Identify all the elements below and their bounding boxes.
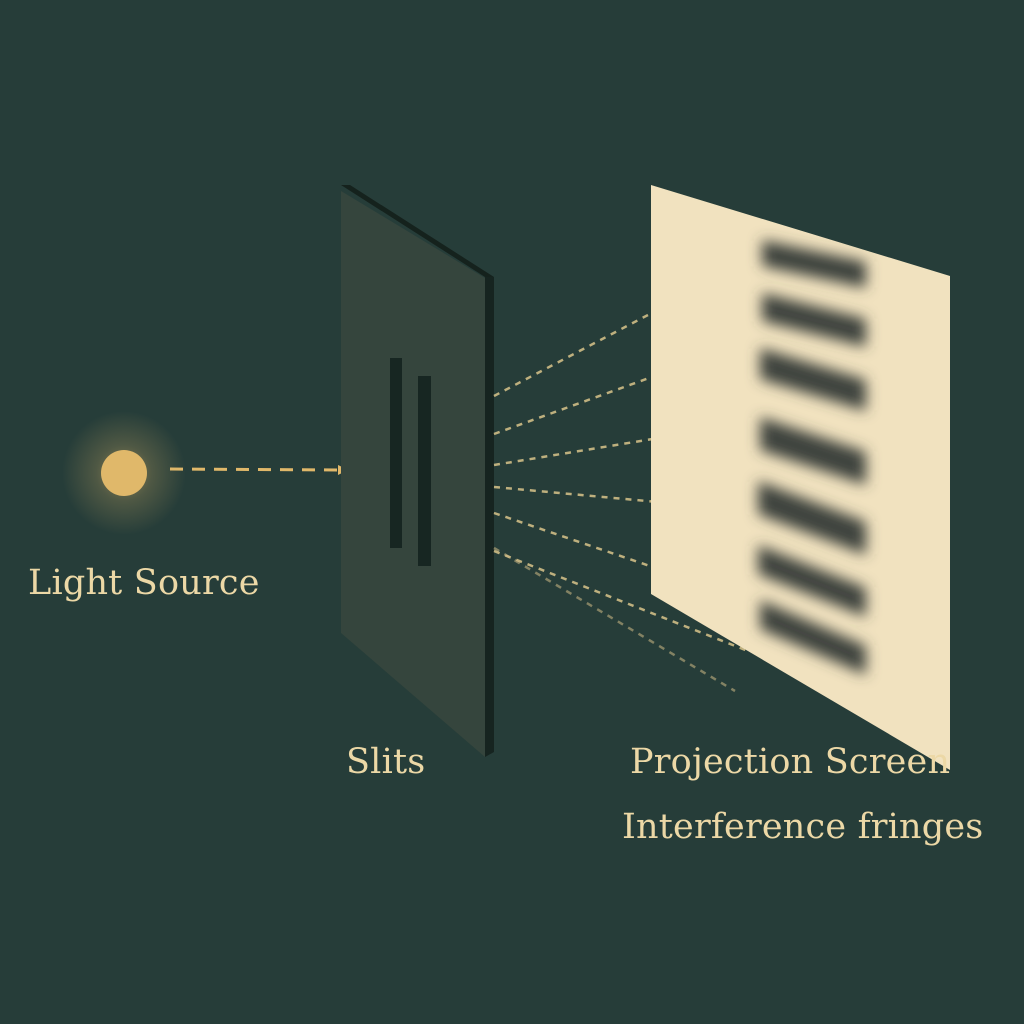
fringe-dark [760, 417, 866, 485]
projection-screen-label: Projection Screen [630, 742, 951, 782]
ray [493, 549, 749, 653]
ray [493, 341, 747, 436]
fringe-dark [758, 545, 866, 617]
light-source-icon [101, 450, 147, 496]
barrier-top-edge [341, 185, 494, 277]
screen-surface [651, 185, 950, 770]
fringe-dark [760, 600, 866, 675]
slits-label: Slits [346, 742, 426, 782]
fringe-dark [760, 348, 866, 411]
barrier-side-edge [485, 277, 494, 757]
interference-fringes-label: Interference fringes [622, 807, 984, 847]
ray [493, 546, 736, 693]
incident-beam-arrow [169, 464, 348, 475]
fringe-dark [762, 240, 866, 288]
fringe-dark [762, 293, 866, 347]
slit-lower [418, 376, 431, 566]
fringe-dark [758, 481, 866, 555]
interference-fringes [758, 240, 866, 675]
projection-screen [651, 185, 950, 770]
slit-barrier [341, 185, 494, 757]
slit-upper [390, 358, 402, 548]
light-source-label: Light Source [28, 563, 260, 603]
barrier-face [341, 191, 485, 757]
light-source [62, 411, 186, 535]
